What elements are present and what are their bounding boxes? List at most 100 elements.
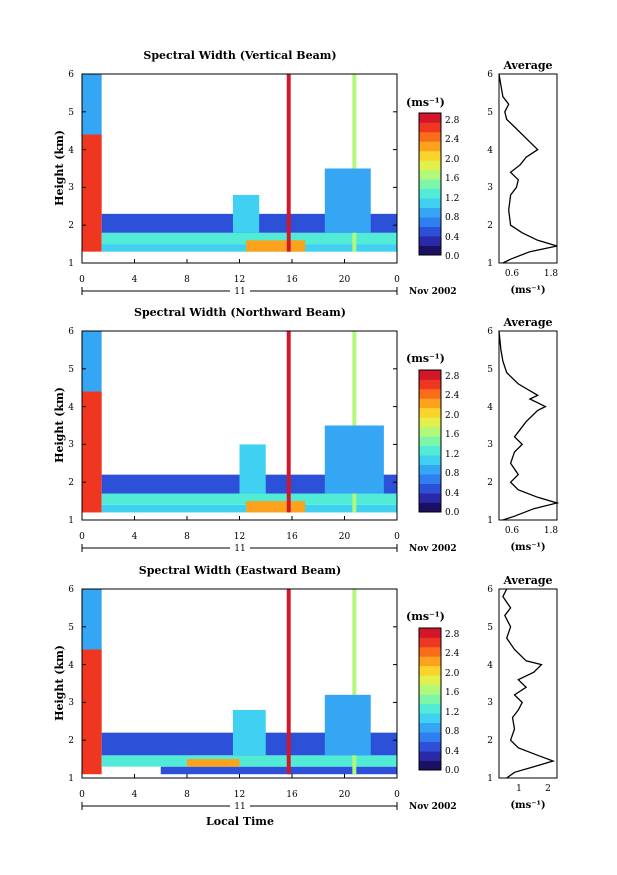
- x-tick-label: 0: [394, 532, 400, 542]
- average-y-tick-label: 5: [487, 365, 493, 375]
- average-y-tick-label: 2: [487, 736, 493, 746]
- average-y-tick-labels: 1 2 3 4 5 6: [487, 70, 493, 269]
- colorbar-frame: [418, 112, 442, 256]
- y-tick-label: 1: [68, 516, 74, 526]
- colorbar-frame: [418, 627, 442, 771]
- x-tick-labels: 0 4 8 12 16 20 0: [79, 532, 400, 542]
- colorbar-swatch: [419, 483, 441, 494]
- average-y-tick-label: 3: [487, 440, 493, 450]
- colorbar-frame: [418, 369, 442, 513]
- heatmap-area: [81, 330, 398, 521]
- colorbar-swatch: [419, 198, 441, 208]
- x-tick-label: 0: [394, 790, 400, 800]
- colorbar-swatch: [419, 760, 441, 771]
- colorbar-swatch: [419, 675, 441, 686]
- colorbar-tick-label: 2.8: [445, 116, 460, 126]
- heatmap-cell: [324, 168, 371, 233]
- panel-northward-beam: Spectral Width (Northward Beam) Height (…: [53, 306, 560, 554]
- x-tick-label: 4: [132, 532, 138, 542]
- average-unit: (ms⁻¹): [510, 800, 545, 811]
- colorbar-swatch: [419, 732, 441, 742]
- colorbar-swatch: [419, 741, 441, 752]
- colorbar-swatch: [419, 665, 441, 676]
- heatmap-cell: [324, 425, 384, 494]
- y-tick-labels: 1 2 3 4 5 6: [68, 70, 74, 269]
- average-title: Average: [502, 574, 552, 587]
- heatmap-cell: [286, 331, 291, 513]
- heatmap-area: [81, 588, 398, 779]
- colorbar-tick-label: 2.0: [445, 411, 460, 421]
- heatmap-cell: [352, 74, 357, 252]
- heatmap-cell: [324, 694, 371, 756]
- colorbar-tick-label: 1.2: [445, 194, 459, 204]
- colorbar-tick-label: 1.2: [445, 450, 459, 460]
- heatmap-cell: [101, 493, 397, 505]
- y-axis-label: Height (km): [53, 645, 66, 721]
- colorbar-tick-label: 0.0: [445, 252, 460, 262]
- colorbar-tick-label: 0.4: [445, 489, 460, 499]
- y-tick-label: 6: [68, 70, 74, 80]
- average-y-tick-label: 6: [487, 585, 493, 595]
- colorbar-swatch: [419, 398, 441, 409]
- x-tick-label: 0: [79, 790, 85, 800]
- day-label: 11: [234, 802, 245, 812]
- colorbar-tick-label: 0.4: [445, 233, 460, 243]
- colorbar-tick-label: 1.6: [445, 174, 460, 184]
- colorbar-unit: (ms⁻¹): [406, 96, 445, 109]
- heatmap-area: [81, 73, 398, 264]
- heatmap-cell: [82, 391, 102, 513]
- y-tick-label: 3: [68, 183, 74, 193]
- colorbar-swatch: [419, 370, 441, 380]
- x-tick-label: 8: [184, 532, 190, 542]
- average-x-tick-label: 1.8: [544, 526, 559, 536]
- colorbar-tick-label: 2.4: [445, 135, 460, 145]
- colorbar-tick-label: 2.8: [445, 630, 460, 640]
- colorbar-swatch: [419, 445, 441, 456]
- colorbar-tick-label: 2.4: [445, 391, 460, 401]
- x-tick-label: 0: [394, 275, 400, 285]
- panel-title: Spectral Width (Northward Beam): [134, 306, 346, 319]
- colorbar-unit: (ms⁻¹): [406, 352, 445, 365]
- panel-title: Spectral Width (Vertical Beam): [143, 49, 336, 62]
- colorbar-swatch: [419, 169, 441, 180]
- heatmap-cell: [82, 331, 102, 392]
- x-tick-label: 4: [132, 275, 138, 285]
- heatmap-cell: [246, 240, 306, 252]
- colorbar-swatch: [419, 722, 441, 733]
- colorbar-swatch: [419, 122, 441, 133]
- colorbar: [418, 112, 442, 256]
- average-y-tick-label: 4: [487, 146, 493, 156]
- y-tick-label: 1: [68, 774, 74, 784]
- colorbar-tick-label: 2.4: [445, 649, 460, 659]
- average-y-tick-label: 2: [487, 221, 493, 231]
- colorbar-swatch: [419, 407, 441, 418]
- x-tick-label: 12: [234, 532, 245, 542]
- x-tick-label: 4: [132, 790, 138, 800]
- colorbar-swatch: [419, 455, 441, 465]
- month-label: Nov 2002: [409, 544, 457, 554]
- y-tick-label: 6: [68, 585, 74, 595]
- y-tick-label: 6: [68, 327, 74, 337]
- day-bar: 11: [81, 285, 398, 297]
- average-y-tick-label: 5: [487, 623, 493, 633]
- y-tick-label: 2: [68, 736, 74, 746]
- heatmap-cell: [232, 194, 260, 233]
- colorbar-tick-label: 0.8: [445, 469, 460, 479]
- y-tick-label: 4: [68, 146, 74, 156]
- colorbar-swatch: [419, 160, 441, 171]
- colorbar-tick-label: 1.6: [445, 430, 460, 440]
- average-unit: (ms⁻¹): [510, 542, 545, 553]
- average-y-tick-label: 3: [487, 698, 493, 708]
- average-x-tick-label: 2: [545, 784, 551, 794]
- month-label: Nov 2002: [409, 802, 457, 812]
- colorbar: [418, 627, 442, 771]
- colorbar-swatch: [419, 141, 441, 152]
- y-tick-label: 5: [68, 365, 74, 375]
- day-bar: 11: [81, 800, 398, 812]
- average-x-tick-label: 1.8: [544, 269, 559, 279]
- heatmap-cell: [286, 589, 291, 775]
- colorbar-swatch: [419, 656, 441, 667]
- y-tick-label: 3: [68, 440, 74, 450]
- heatmap-cell: [232, 709, 266, 756]
